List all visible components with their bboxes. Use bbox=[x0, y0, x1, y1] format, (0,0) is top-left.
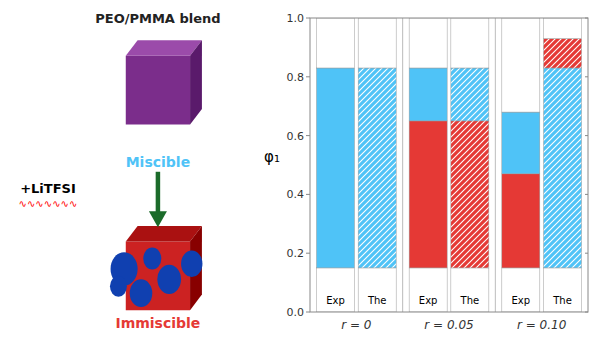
group-separator bbox=[402, 18, 403, 312]
annotation: Immiscible bbox=[115, 315, 200, 331]
bar-segment bbox=[358, 68, 396, 268]
arrow-shaft bbox=[156, 172, 161, 214]
blob bbox=[110, 276, 127, 297]
annotation: Miscible bbox=[126, 154, 190, 170]
x-tick-label: r = 0.05 bbox=[424, 318, 473, 332]
plot-frame bbox=[310, 18, 588, 312]
blob bbox=[143, 247, 161, 269]
bar-label: Exp bbox=[419, 295, 438, 306]
bar-segment bbox=[451, 68, 489, 121]
y-tick-label: 0.6 bbox=[287, 130, 305, 143]
cube-side bbox=[190, 40, 202, 124]
y-axis: 0.0 0.2 0.4 0.6 0.8 1.0 bbox=[287, 12, 589, 319]
x-axis: r = 0 r = 0.05 r = 0.10 bbox=[341, 318, 566, 332]
bars bbox=[316, 18, 581, 312]
y-tick-label: 0.2 bbox=[287, 247, 305, 260]
blob bbox=[130, 279, 153, 307]
bar-label: Exp bbox=[512, 295, 531, 306]
group-separator bbox=[495, 18, 496, 312]
title: PEO/PMMA blend bbox=[95, 11, 220, 26]
y-tick bbox=[306, 18, 310, 19]
cube-front bbox=[126, 56, 190, 125]
y-tick-label: 0.8 bbox=[287, 71, 305, 84]
y-tick-right bbox=[585, 253, 588, 254]
y-tick-label: 1.0 bbox=[287, 12, 305, 25]
bar-segment bbox=[502, 112, 540, 174]
y-tick-right bbox=[585, 18, 588, 19]
bar-segment bbox=[502, 268, 540, 312]
y-tick-label: 0.0 bbox=[287, 306, 305, 319]
y-label: φ₁ bbox=[264, 148, 280, 166]
bar-segment bbox=[409, 18, 447, 68]
bar-segment bbox=[502, 18, 540, 112]
y-tick-label: 0.4 bbox=[287, 188, 305, 201]
x-tick-label: r = 0 bbox=[341, 318, 372, 332]
bar-segment bbox=[544, 268, 582, 312]
bar-segment bbox=[316, 68, 354, 268]
chart: PEO/PMMA blend Miscible +LiTFSI ∿∿∿∿∿∿∿ Immi… bbox=[0, 0, 600, 347]
y-tick bbox=[306, 76, 310, 77]
blob bbox=[157, 265, 181, 294]
bar-segment bbox=[358, 18, 396, 68]
bar-segment bbox=[358, 268, 396, 312]
x-tick-label: r = 0.10 bbox=[517, 318, 567, 332]
bar-segment bbox=[451, 18, 489, 68]
bar-labels: Exp Exp Exp The The The bbox=[326, 295, 572, 306]
left-panel: PEO/PMMA blend Miscible +LiTFSI ∿∿∿∿∿∿∿ Immi… bbox=[19, 11, 221, 331]
bar-segment bbox=[409, 268, 447, 312]
annotation: ∿∿∿∿∿∿∿ bbox=[19, 198, 78, 209]
y-tick bbox=[306, 312, 310, 313]
y-tick-right bbox=[585, 76, 588, 77]
bar-segment bbox=[409, 68, 447, 121]
blob bbox=[181, 251, 202, 277]
y-tick-right bbox=[585, 194, 588, 195]
bar-segment bbox=[316, 268, 354, 312]
y-tick-right bbox=[585, 312, 588, 313]
bar-segment bbox=[409, 121, 447, 268]
bar-label: The bbox=[552, 295, 572, 306]
bar-label: Exp bbox=[326, 295, 345, 306]
bar-segment bbox=[502, 174, 540, 268]
annotation: +LiTFSI bbox=[20, 181, 76, 196]
bar-segment bbox=[544, 18, 582, 39]
bar-segment bbox=[451, 268, 489, 312]
y-tick bbox=[306, 135, 310, 136]
arrow-head bbox=[149, 211, 167, 227]
bar-label: The bbox=[460, 295, 480, 306]
y-tick-right bbox=[585, 135, 588, 136]
y-tick bbox=[306, 253, 310, 254]
bar-segment bbox=[451, 121, 489, 268]
y-tick bbox=[306, 194, 310, 195]
bar-segment bbox=[316, 18, 354, 68]
bar-segment bbox=[544, 39, 582, 68]
cube-top bbox=[126, 226, 202, 242]
bar-segment bbox=[544, 68, 582, 268]
bar-label: The bbox=[367, 295, 387, 306]
cube-top bbox=[126, 40, 202, 56]
